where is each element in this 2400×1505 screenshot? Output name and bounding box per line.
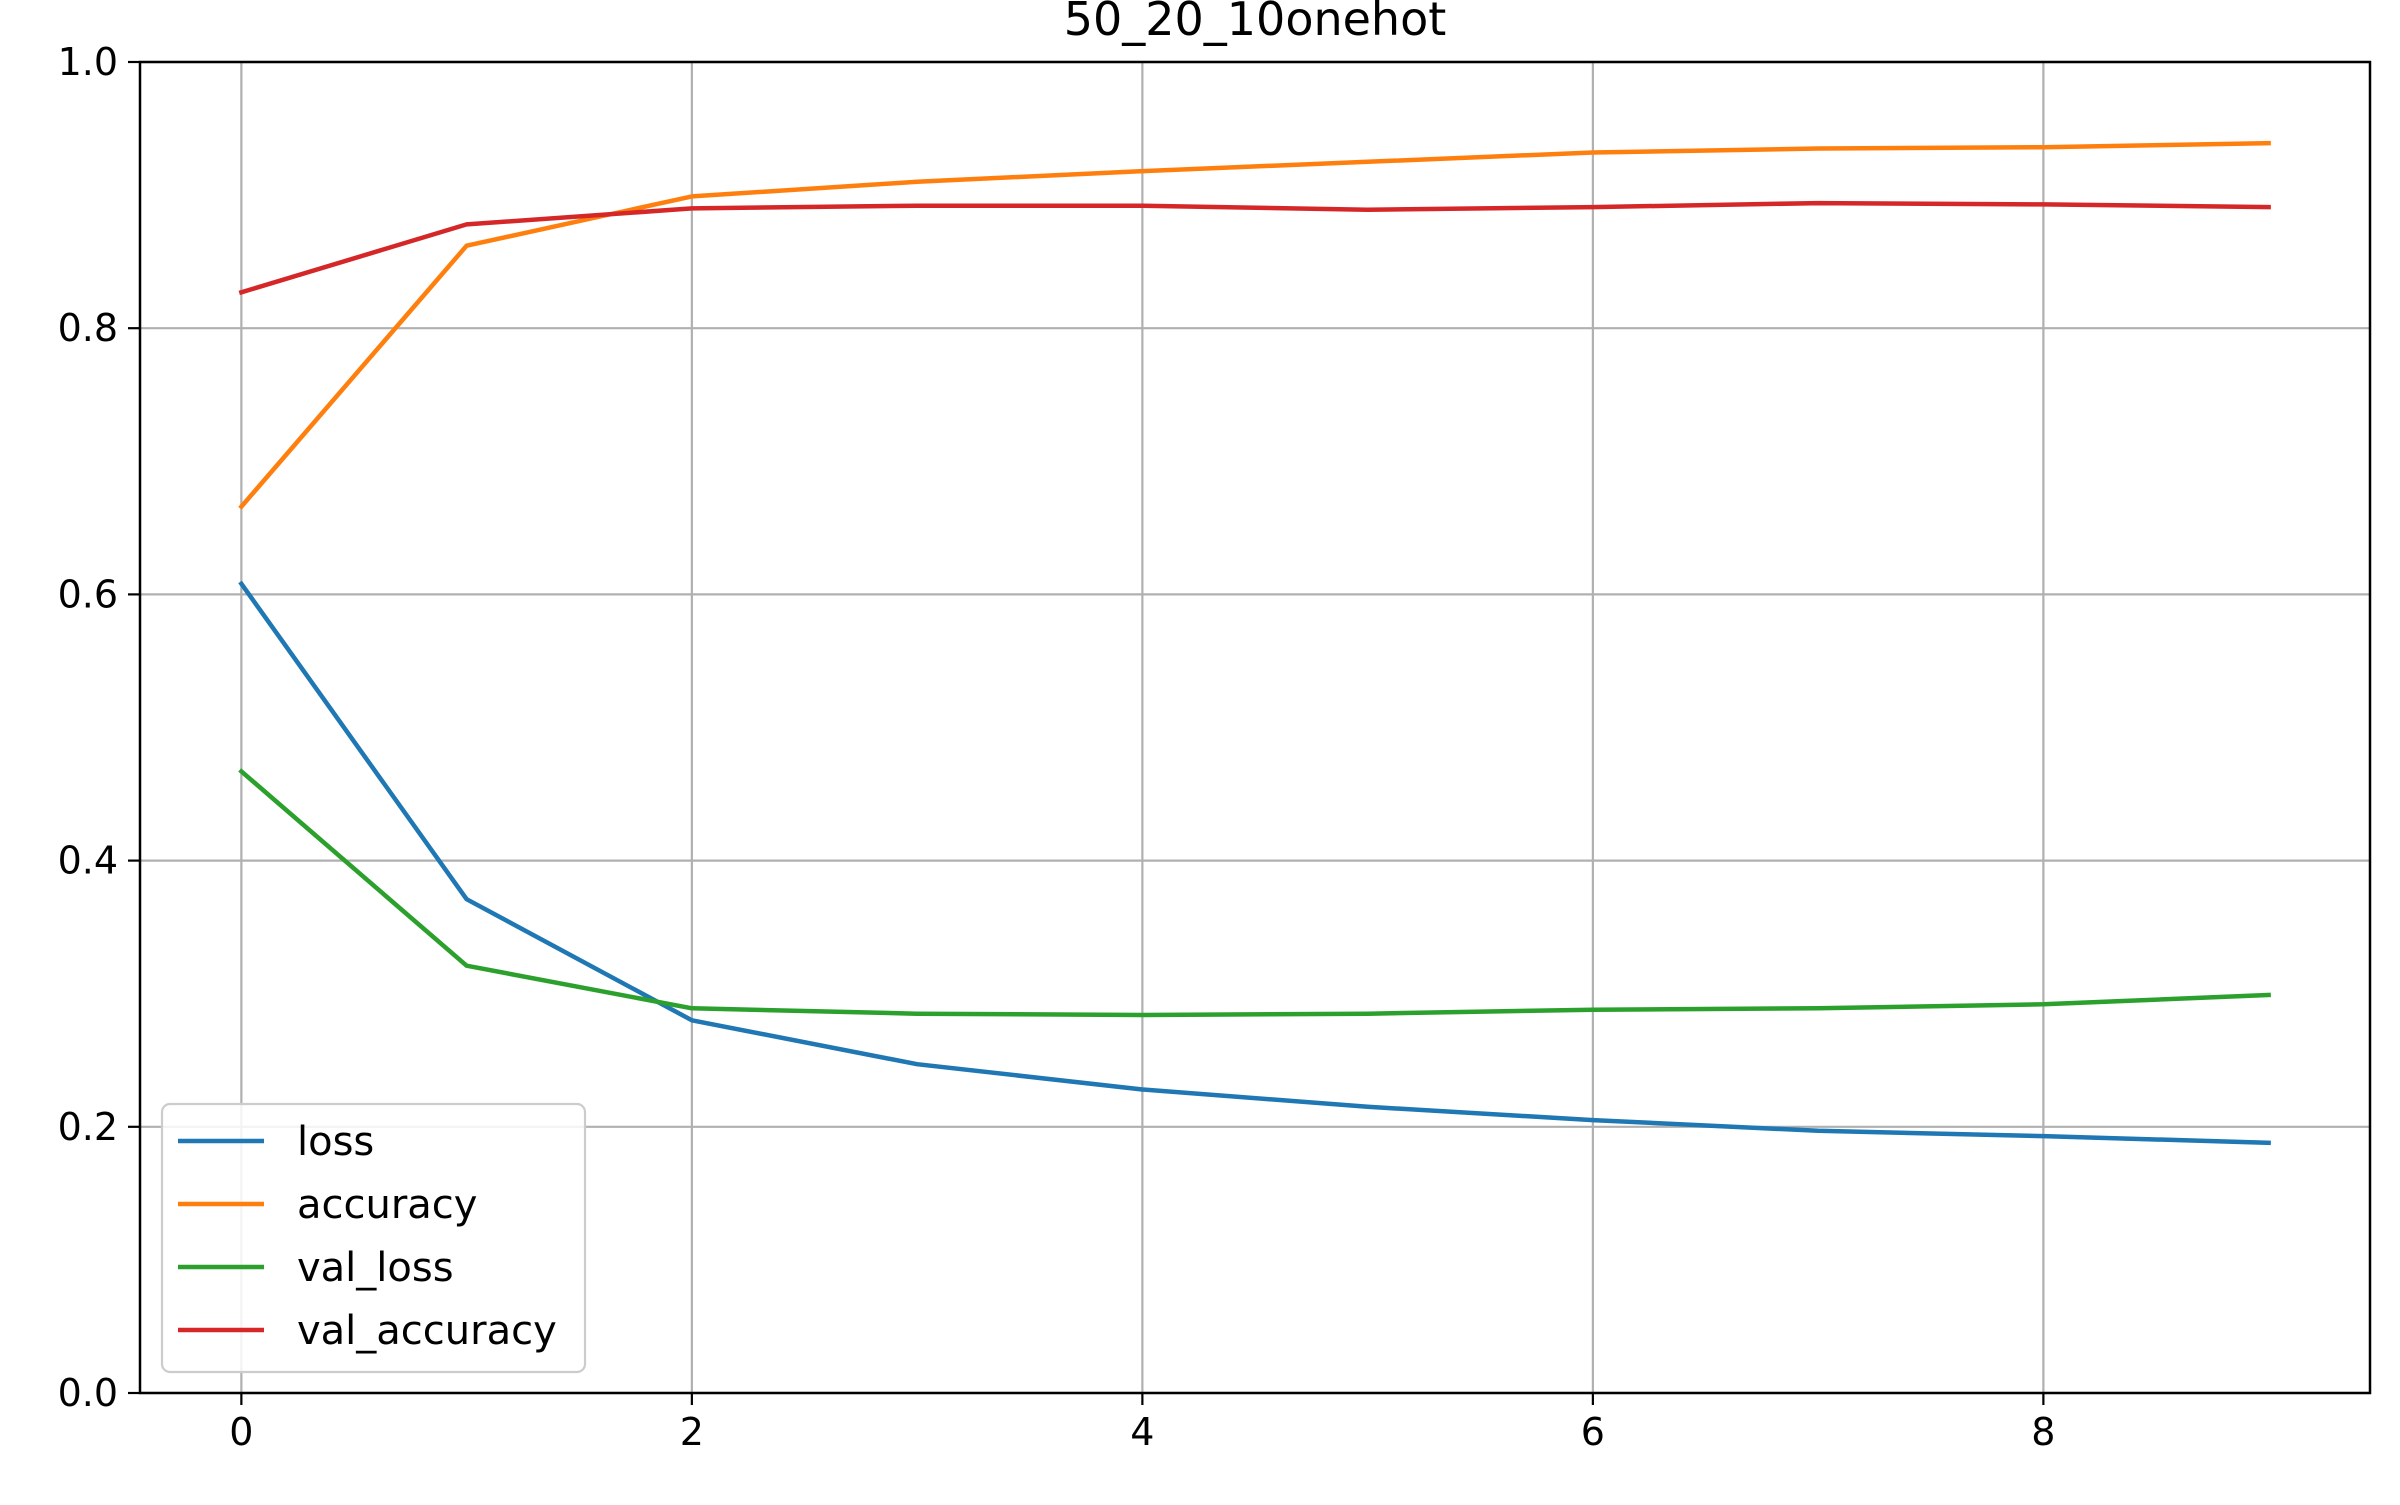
y-tick-label: 0.6	[58, 572, 118, 616]
x-tick-label: 2	[680, 1410, 704, 1454]
legend-label-accuracy: accuracy	[297, 1182, 477, 1228]
series-line-val-loss	[238, 768, 2271, 1018]
y-tick-label: 0.0	[58, 1371, 118, 1415]
y-tick-label: 0.8	[58, 306, 118, 350]
x-tick-label: 6	[1581, 1410, 1605, 1454]
chart-title: 50_20_10onehot	[1064, 0, 1447, 46]
y-tick-label: 0.4	[58, 839, 118, 883]
legend-label-val-accuracy: val_accuracy	[297, 1308, 557, 1354]
x-tick-label: 0	[229, 1410, 253, 1454]
axes-frame	[138, 60, 2372, 1395]
legend-label-val-loss: val_loss	[297, 1245, 454, 1291]
y-tick-label: 1.0	[58, 40, 118, 84]
y-tick-label: 0.2	[58, 1105, 118, 1149]
x-tick-label: 8	[2031, 1410, 2055, 1454]
x-tick-label: 4	[1130, 1410, 1154, 1454]
series-line-val-accuracy	[238, 200, 2271, 296]
legend-box	[160, 1102, 587, 1374]
series-line-accuracy	[238, 140, 2271, 510]
axis-ticks: 0 2 4 6 8 0.0 0.2 0.4 0.6 0.8 1.0	[58, 40, 2056, 1454]
legend-label-loss: loss	[297, 1119, 374, 1165]
series-line-loss	[238, 580, 2271, 1146]
data-series	[238, 140, 2271, 1146]
legend: loss accuracy val_loss val_accuracy	[160, 1102, 587, 1374]
